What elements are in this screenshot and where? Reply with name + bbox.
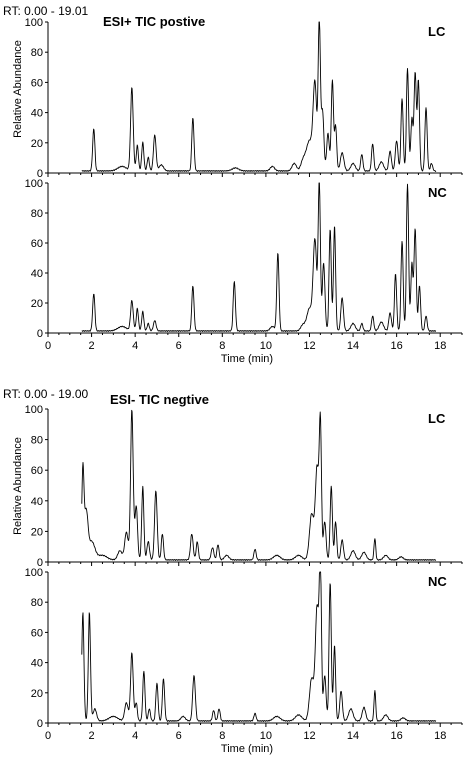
x-axis-label-negative: Time (min) bbox=[221, 743, 273, 755]
positive-lc-y-tick-label: 80 bbox=[31, 47, 43, 59]
negative-nc-x-tick-label: 14 bbox=[347, 730, 359, 742]
panel-negative-lc: 0 20 40 60 80 100 LC bbox=[25, 404, 463, 569]
rt-range-label-positive: RT: 0.00 - 19.01 bbox=[3, 4, 88, 18]
x-axis-label-positive: Time (min) bbox=[221, 353, 273, 365]
negative-nc-x-tick-label: 18 bbox=[434, 730, 446, 742]
negative-lc-y-tick-label: 60 bbox=[31, 465, 43, 477]
chart-title-positive: ESI+ TIC postive bbox=[103, 14, 205, 29]
positive-nc-x-tick-label: 2 bbox=[89, 340, 95, 352]
positive-lc-y-tick-label: 60 bbox=[31, 77, 43, 89]
negative-nc-y-tick-label: 80 bbox=[31, 597, 43, 609]
positive-nc-x-tick-label: 6 bbox=[176, 340, 182, 352]
positive-lc-series-label: LC bbox=[428, 24, 446, 39]
positive-lc-y-tick-label: 20 bbox=[31, 138, 43, 150]
negative-nc-y-tick-label: 0 bbox=[37, 718, 43, 730]
negative-nc-x-tick-label: 8 bbox=[219, 730, 225, 742]
positive-nc-y-tick-label: 0 bbox=[37, 328, 43, 340]
positive-nc-x-tick-label: 8 bbox=[219, 340, 225, 352]
panel-positive-lc: 0 20 40 60 80 100 LC bbox=[25, 17, 463, 180]
negative-nc-x-tick-label: 0 bbox=[45, 730, 51, 742]
negative-lc-y-tick-label: 40 bbox=[31, 496, 43, 508]
positive-nc-x-tick-label: 16 bbox=[391, 340, 403, 352]
chart-title-negative: ESI- TIC negtive bbox=[110, 392, 209, 407]
negative-lc-series-label: LC bbox=[428, 411, 446, 426]
negative-nc-x-tick-label: 16 bbox=[391, 730, 403, 742]
rt-range-label-negative: RT: 0.00 - 19.00 bbox=[3, 387, 88, 401]
positive-nc-x-tick-label: 4 bbox=[132, 340, 138, 352]
positive-lc-y-tick-label: 0 bbox=[37, 168, 43, 180]
negative-nc-x-tick-label: 2 bbox=[89, 730, 95, 742]
negative-nc-trace bbox=[81, 571, 437, 722]
negative-nc-y-tick-label: 40 bbox=[31, 658, 43, 670]
negative-nc-y-tick-label: 60 bbox=[31, 627, 43, 639]
negative-lc-y-tick-label: 20 bbox=[31, 526, 43, 538]
negative-nc-series-label: NC bbox=[428, 574, 447, 589]
y-axis-label-positive: Relative Abundance bbox=[12, 40, 24, 138]
negative-lc-y-tick-label: 100 bbox=[25, 404, 43, 416]
positive-lc-trace bbox=[81, 21, 437, 172]
positive-nc-trace bbox=[81, 182, 437, 332]
panel-positive-nc: 0 20 40 60 80 100 0 2 4 6 8 10 12 14 16 18 NC bbox=[25, 178, 463, 352]
positive-nc-x-tick-label: 12 bbox=[303, 340, 315, 352]
positive-lc-y-tick-label: 100 bbox=[25, 17, 43, 29]
negative-lc-y-tick-label: 80 bbox=[31, 435, 43, 447]
negative-nc-x-tick-label: 6 bbox=[176, 730, 182, 742]
negative-lc-trace bbox=[81, 409, 437, 561]
positive-nc-series-label: NC bbox=[428, 185, 447, 200]
panel-negative-nc: 0 20 40 60 80 100 0 2 4 6 8 10 12 14 16 18 NC bbox=[25, 567, 463, 742]
positive-nc-x-tick-label: 18 bbox=[434, 340, 446, 352]
y-axis-label-negative: Relative Abundance bbox=[12, 437, 24, 535]
negative-nc-y-tick-label: 20 bbox=[31, 688, 43, 700]
positive-lc-y-tick-label: 40 bbox=[31, 108, 43, 120]
positive-nc-y-tick-label: 80 bbox=[31, 208, 43, 220]
positive-nc-y-tick-label: 40 bbox=[31, 268, 43, 280]
positive-nc-y-tick-label: 60 bbox=[31, 238, 43, 250]
negative-nc-x-tick-label: 4 bbox=[132, 730, 138, 742]
positive-nc-x-tick-label: 14 bbox=[347, 340, 359, 352]
positive-nc-x-tick-label: 10 bbox=[260, 340, 272, 352]
negative-nc-x-tick-label: 10 bbox=[260, 730, 272, 742]
positive-nc-y-tick-label: 20 bbox=[31, 298, 43, 310]
positive-nc-x-tick-label: 0 bbox=[45, 340, 51, 352]
positive-nc-y-tick-label: 100 bbox=[25, 178, 43, 190]
negative-lc-y-tick-label: 0 bbox=[37, 557, 43, 569]
negative-nc-x-tick-label: 12 bbox=[303, 730, 315, 742]
negative-nc-y-tick-label: 100 bbox=[25, 567, 43, 579]
